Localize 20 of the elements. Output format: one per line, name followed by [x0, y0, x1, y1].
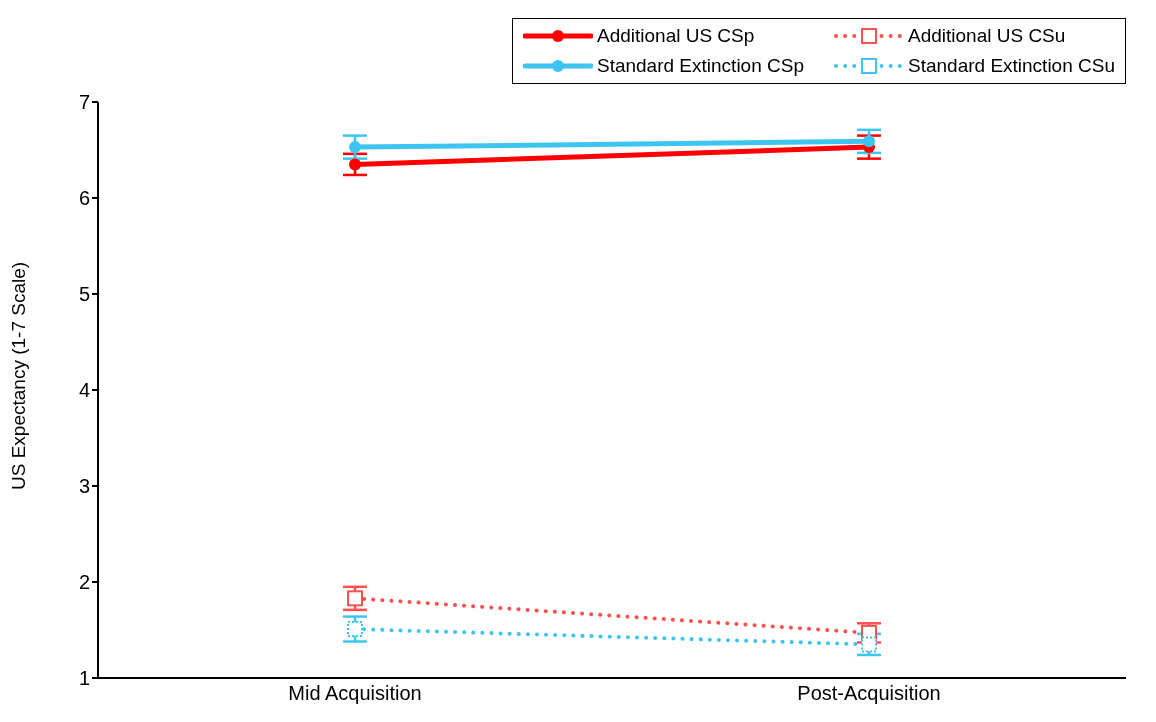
- x-tick-label: Mid Acquisition: [288, 682, 422, 705]
- legend-label: Additional US CSu: [907, 25, 1066, 47]
- x-tick-label: Post-Acquisition: [797, 682, 941, 705]
- y-tick-label: 6: [78, 187, 90, 210]
- legend-label: Standard Extinction CSu: [907, 55, 1115, 77]
- point: [349, 158, 361, 171]
- point: [349, 141, 361, 154]
- y-tick-label: 5: [78, 283, 90, 306]
- legend-label: Additional US CSp: [596, 25, 755, 47]
- point: [347, 590, 363, 607]
- y-tick-label: 1: [78, 667, 90, 690]
- y-tick-label: 3: [78, 475, 90, 498]
- point: [861, 636, 877, 653]
- y-tick-label: 4: [78, 379, 90, 402]
- y-tick-label: 7: [78, 91, 90, 114]
- point: [863, 135, 875, 148]
- legend-label: Standard Extinction CSp: [596, 55, 804, 77]
- y-axis-title: US Expectancy (1-7 Scale): [7, 261, 29, 490]
- y-tick-label: 2: [78, 571, 90, 594]
- point: [347, 621, 363, 638]
